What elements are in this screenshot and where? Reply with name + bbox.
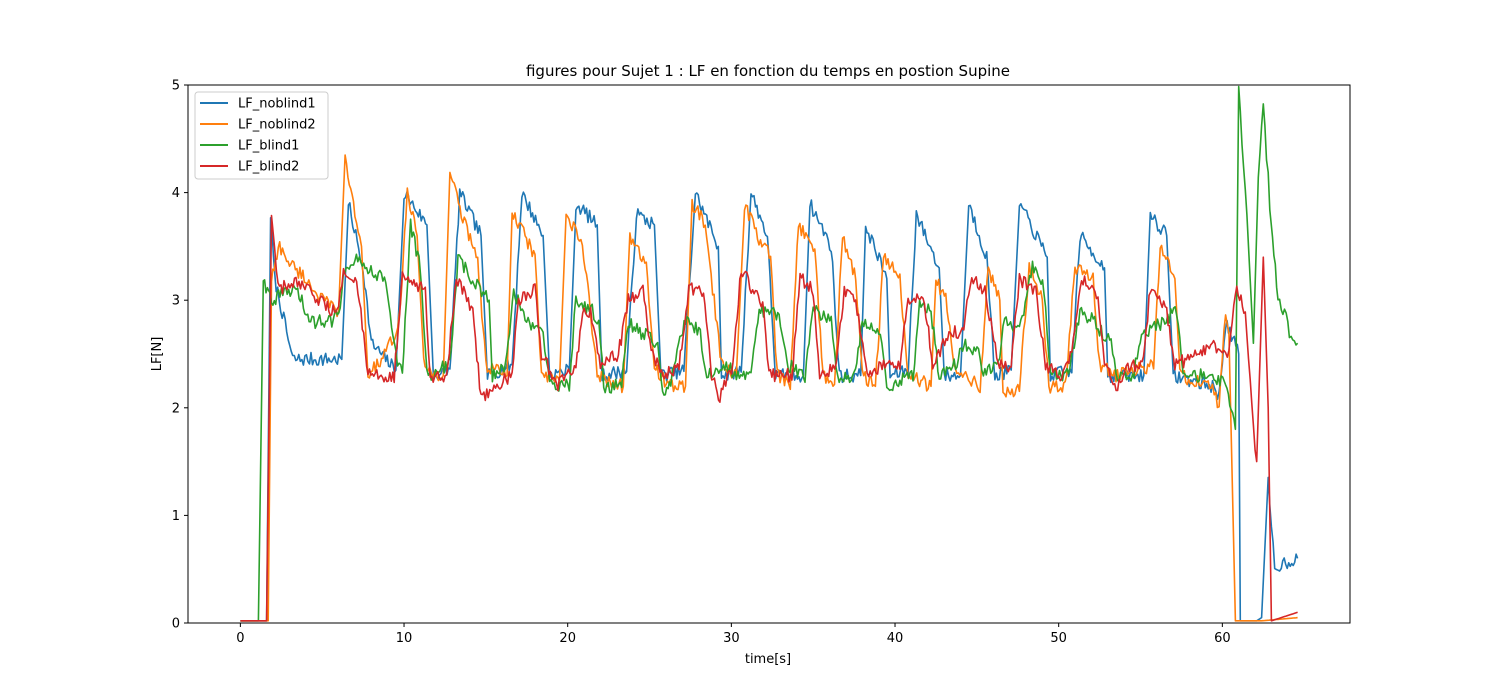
legend-label-LF_noblind1: LF_noblind1 <box>238 97 316 112</box>
x-tick-label: 40 <box>887 631 904 646</box>
legend-label-LF_blind1: LF_blind1 <box>238 139 299 154</box>
x-tick-label: 0 <box>236 631 244 646</box>
x-axis-ticks: 0 10 20 30 40 50 60 <box>236 623 1231 646</box>
y-axis-label: LF[N] <box>150 337 165 372</box>
x-tick-label: 30 <box>723 631 740 646</box>
legend-entries: LF_noblind1 LF_noblind2 LF_blind1 LF_blind2 <box>200 97 316 175</box>
y-tick-label: 2 <box>172 401 180 416</box>
series-line-LF_blind1 <box>240 85 1299 622</box>
y-tick-label: 3 <box>172 294 180 309</box>
legend-label-LF_blind2: LF_blind2 <box>238 160 299 175</box>
y-tick-label: 1 <box>172 509 180 524</box>
y-axis-ticks: 0 1 2 3 4 5 <box>172 79 188 632</box>
x-tick-label: 10 <box>396 631 413 646</box>
y-tick-label: 0 <box>172 617 180 632</box>
series-line-LF_blind2 <box>240 214 1298 622</box>
legend: LF_noblind1 LF_noblind2 LF_blind1 LF_blind2 <box>194 91 329 180</box>
chart-title: figures pour Sujet 1 : LF en fonction du… <box>526 62 1010 80</box>
y-tick-label: 5 <box>172 79 180 94</box>
x-tick-label: 60 <box>1214 631 1231 646</box>
legend-box <box>194 91 329 180</box>
y-tick-label: 4 <box>172 186 180 201</box>
x-tick-label: 20 <box>559 631 576 646</box>
legend-label-LF_noblind2: LF_noblind2 <box>238 118 316 133</box>
x-tick-label: 50 <box>1050 631 1067 646</box>
series-layer <box>240 85 1299 622</box>
x-axis-label: time[s] <box>745 652 791 667</box>
plot-area-frame <box>187 84 1351 624</box>
